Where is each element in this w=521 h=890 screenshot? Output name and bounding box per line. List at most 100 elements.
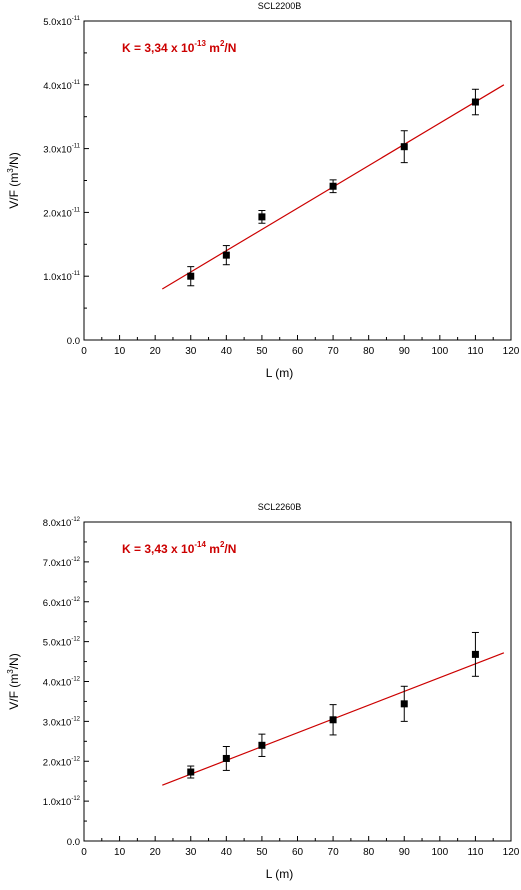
plot-frame [83, 521, 512, 842]
x-tick-label: 40 [221, 847, 233, 858]
y-tick-label: 3.0x10-11 [43, 144, 80, 156]
k-annotation-unit-exponent: 2 [220, 39, 225, 48]
y-tick-label-exponent: -11 [72, 271, 81, 277]
y-axis-label: V/F (m3/N) [6, 653, 21, 709]
y-tick-label-mantissa: 0.0 [67, 336, 80, 347]
plot-frame [83, 20, 512, 341]
data-point [187, 768, 195, 776]
y-axis-label-sup: 3 [6, 168, 15, 173]
y-tick-label-exponent: -12 [71, 637, 80, 643]
data-point [258, 213, 266, 221]
x-tick-label: 70 [328, 847, 340, 858]
y-tick-label-mantissa: 5.0x10 [43, 638, 72, 649]
data-point [400, 700, 408, 708]
k-annotation-main: K = 3,43 x 10 [122, 542, 195, 556]
data-point [329, 716, 337, 724]
y-tick-label: 8.0x10-12 [43, 517, 81, 529]
y-tick-label: 0.0 [67, 837, 80, 848]
y-tick-label-exponent: -12 [71, 677, 80, 683]
x-tick-label: 80 [363, 847, 375, 858]
y-tick-label-exponent: -12 [71, 716, 80, 722]
x-tick-label: 50 [256, 346, 268, 357]
y-axis-label-end: /N) [7, 152, 21, 168]
y-tick-label: 5.0x10-11 [43, 16, 80, 28]
x-tick-label: 10 [114, 847, 126, 858]
y-tick-label-mantissa: 7.0x10 [43, 558, 72, 569]
y-tick-label-mantissa: 1.0x10 [43, 272, 72, 283]
y-tick-label: 2.0x10-12 [43, 756, 81, 768]
k-annotation-unit-end: /N [224, 41, 236, 55]
y-tick-label-exponent: -11 [72, 80, 81, 86]
k-annotation-exponent: -14 [194, 540, 206, 549]
data-point [222, 251, 230, 259]
chart-panel-2: SCL2260B 0 10 20 30 40 50 60 70 80 90 100 110 120 0.0 1… [6, 502, 520, 881]
y-tick-label-exponent: -12 [71, 597, 80, 603]
x-tick-label: 120 [503, 847, 520, 858]
y-tick-label-mantissa: 2.0x10 [43, 757, 72, 768]
x-tick-label: 60 [292, 847, 304, 858]
y-tick-label-exponent: -11 [72, 16, 81, 22]
k-annotation-unit: m [206, 542, 220, 556]
data-point [222, 754, 230, 762]
data-point [471, 650, 479, 658]
y-axis-label-end: /N) [7, 653, 21, 669]
y-axis-label: V/F (m3/N) [6, 152, 21, 208]
x-axis-label: L (m) [266, 366, 294, 380]
y-tick-label-exponent: -11 [72, 144, 81, 150]
x-tick-label: 110 [467, 346, 483, 357]
k-annotation: K = 3,43 x 10-14 m2/N [122, 540, 236, 556]
x-tick-label: 0 [81, 847, 87, 858]
y-axis-label-main: V/F (m [7, 674, 21, 710]
x-tick-label: 100 [431, 346, 448, 357]
x-tick-label: 30 [185, 847, 197, 858]
data-point [258, 741, 266, 749]
y-tick-label-exponent: -12 [71, 557, 80, 563]
y-tick-label-mantissa: 2.0x10 [43, 208, 72, 219]
k-annotation-exponent: -13 [194, 39, 206, 48]
x-tick-label: 120 [503, 346, 520, 357]
y-tick-label: 0.0 [67, 336, 80, 347]
y-tick-label: 3.0x10-12 [43, 716, 81, 728]
y-tick-label: 1.0x10-11 [43, 271, 80, 283]
data-point [329, 182, 337, 190]
y-tick-label-mantissa: 8.0x10 [43, 518, 72, 529]
chart-panel-1: SCL2200B 0 10 20 30 40 50 60 70 80 90 100 110 120 0.0 1… [6, 1, 520, 380]
x-tick-label: 110 [467, 847, 483, 858]
x-tick-label: 0 [81, 346, 87, 357]
y-tick-label-mantissa: 3.0x10 [43, 717, 72, 728]
y-tick-label-mantissa: 4.0x10 [43, 81, 72, 92]
data-point [400, 143, 408, 151]
x-tick-label: 70 [328, 346, 340, 357]
x-tick-label: 50 [256, 847, 268, 858]
x-tick-label: 30 [185, 346, 197, 357]
y-tick-label-mantissa: 6.0x10 [43, 598, 72, 609]
y-tick-label: 1.0x10-12 [43, 796, 81, 808]
y-tick-label: 2.0x10-11 [43, 207, 80, 219]
x-tick-label: 80 [363, 346, 375, 357]
k-annotation: K = 3,34 x 10-13 m2/N [122, 39, 236, 55]
x-tick-label: 90 [399, 346, 411, 357]
x-tick-label: 40 [221, 346, 233, 357]
y-axis-label-sup: 3 [6, 669, 15, 674]
x-tick-label: 90 [399, 847, 411, 858]
y-tick-label-mantissa: 1.0x10 [43, 797, 72, 808]
y-tick-label: 7.0x10-12 [43, 557, 81, 569]
x-axis-label: L (m) [266, 867, 294, 881]
y-tick-label: 4.0x10-12 [43, 677, 81, 689]
x-tick-label: 100 [431, 847, 448, 858]
y-tick-label-mantissa: 5.0x10 [43, 17, 72, 28]
y-tick-label: 4.0x10-11 [43, 80, 80, 92]
data-point [471, 98, 479, 106]
y-tick-label: 6.0x10-12 [43, 597, 81, 609]
y-tick-label-mantissa: 3.0x10 [43, 145, 72, 156]
x-tick-label: 10 [114, 346, 126, 357]
y-tick-label-mantissa: 4.0x10 [43, 678, 72, 689]
y-tick-label: 5.0x10-12 [43, 637, 81, 649]
k-annotation-unit-end: /N [224, 542, 236, 556]
k-annotation-unit-exponent: 2 [220, 540, 225, 549]
y-tick-label-exponent: -11 [72, 207, 81, 213]
data-point [187, 272, 195, 280]
x-tick-label: 20 [150, 847, 162, 858]
chart-title: SCL2260B [258, 502, 302, 512]
